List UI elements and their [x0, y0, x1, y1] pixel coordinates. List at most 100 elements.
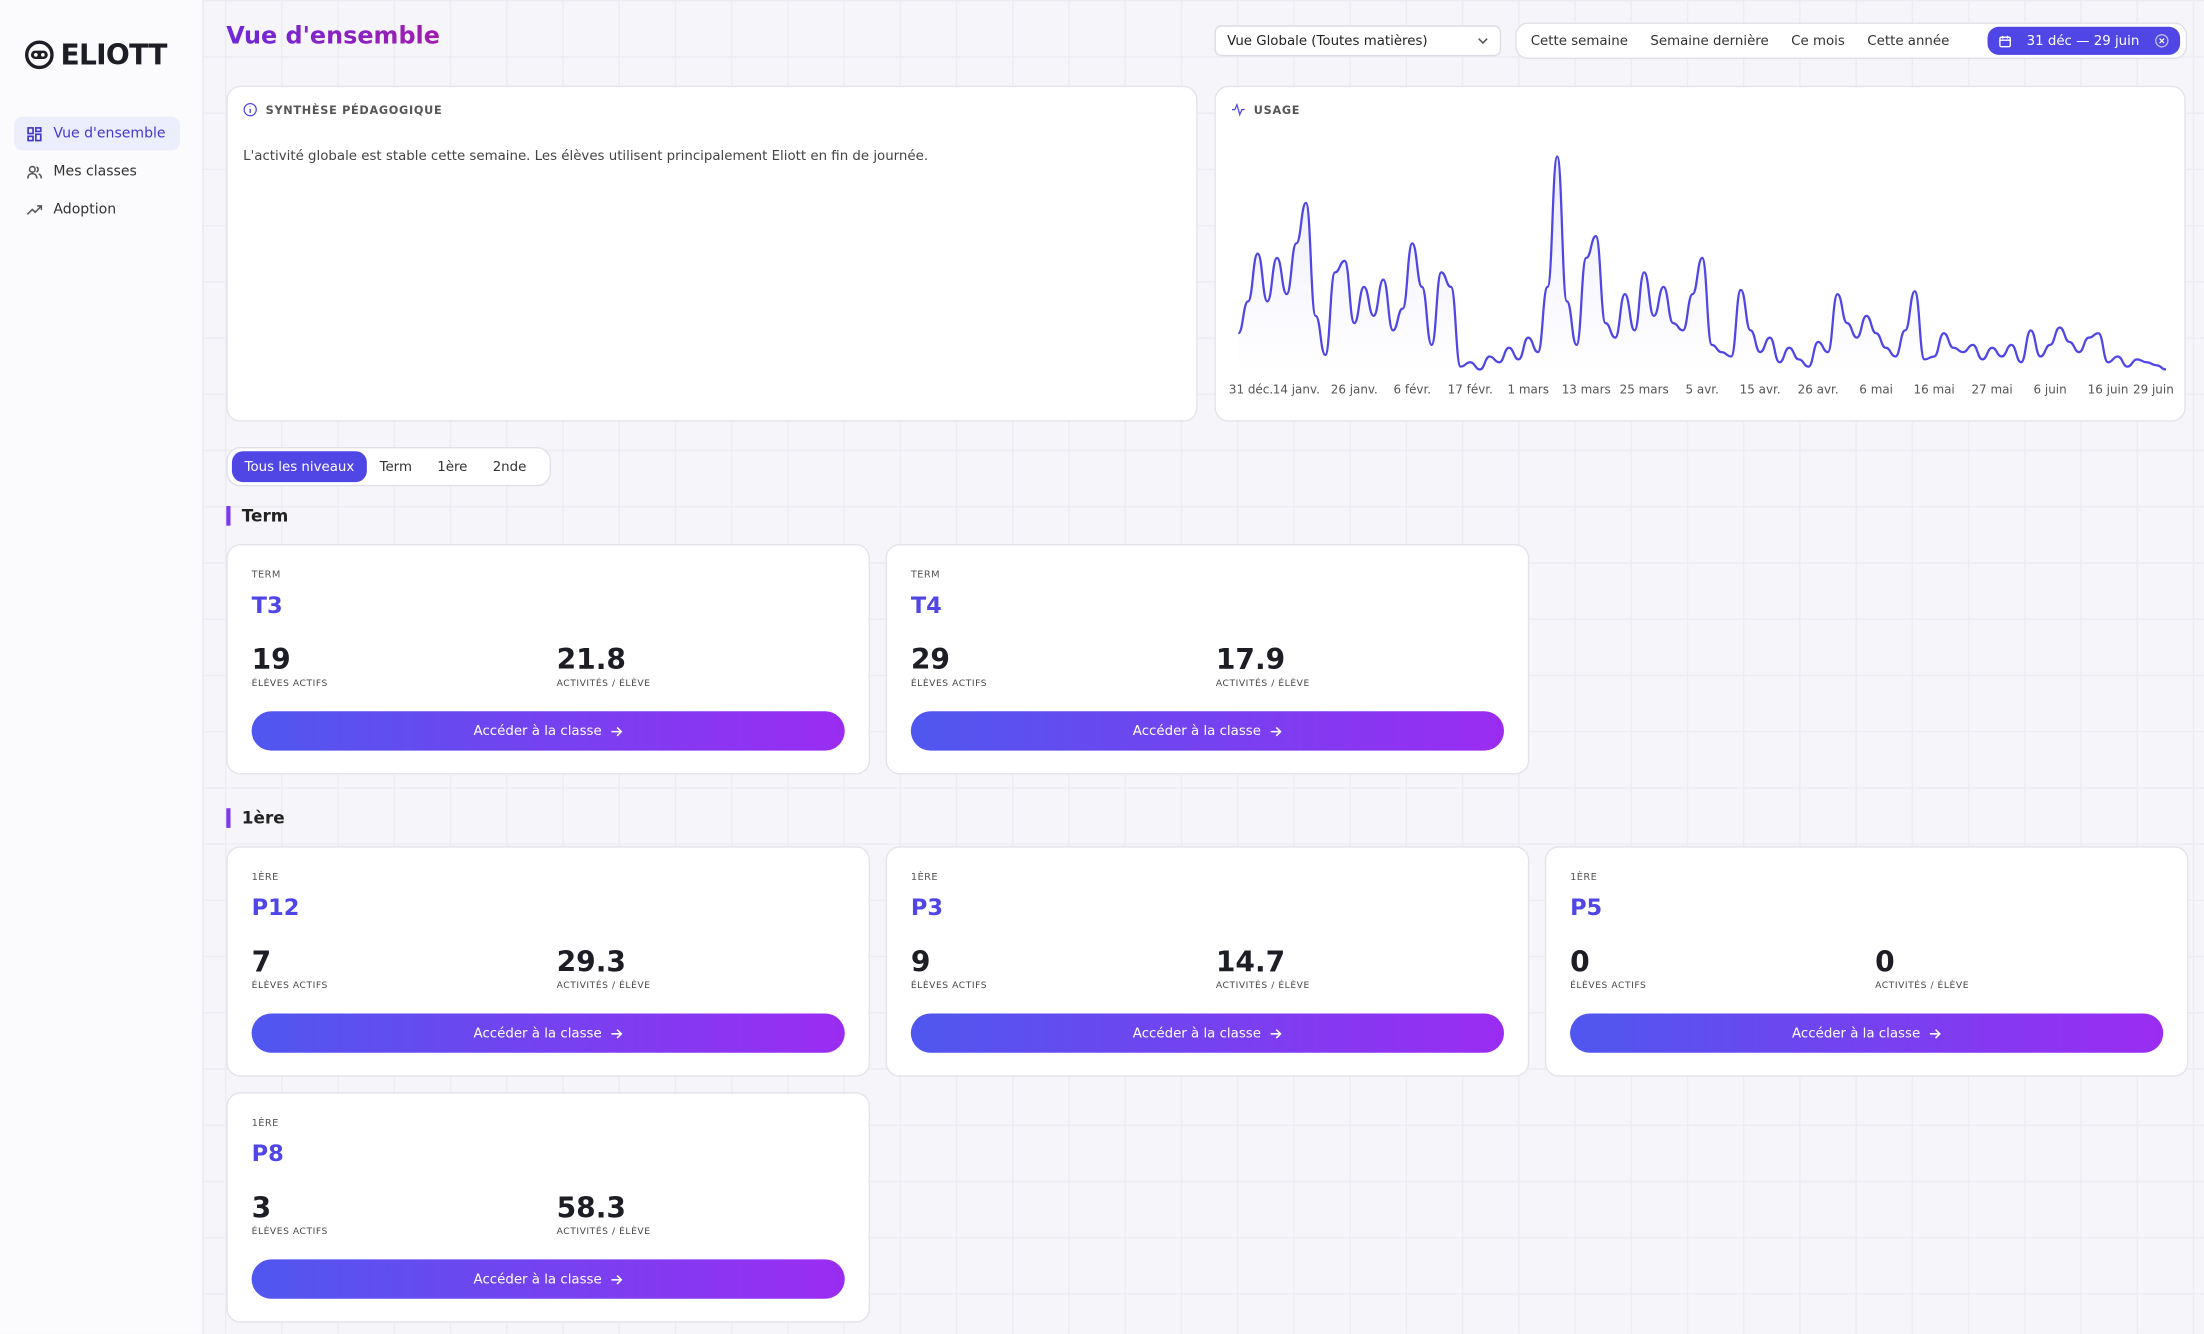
students-value: 19 — [251, 642, 291, 677]
class-button[interactable]: Accéder à la classe — [251, 1013, 845, 1053]
x-tick-label: 26 avr. — [1798, 383, 1839, 397]
nav-item[interactable]: Adoption — [14, 193, 180, 227]
students-label: ÉLÈVES ACTIFS — [1570, 979, 1647, 991]
class-card: TERM T4 29 ÉLÈVES ACTIFS 17.9 ACTIVITÉS / ÉLÈ… — [885, 543, 1530, 775]
synthesis-card: SYNTHÈSE PÉDAGOGIQUE L'activité globale … — [226, 85, 1198, 422]
clear-icon[interactable] — [2155, 34, 2169, 48]
level-option[interactable]: 1ère — [437, 458, 468, 475]
chevron — [1478, 38, 1488, 44]
class-level: 1ÈRE — [1570, 871, 1598, 883]
x-tick-label: 31 déc. — [1229, 383, 1273, 397]
x-tick-label: 27 mai — [1971, 383, 2012, 397]
usage-chart: 31 déc. 14 janv. 26 janv. 6 févr. 17 févr. 1 … — [1229, 155, 2174, 397]
activities-value: 21.8 — [556, 642, 627, 677]
nav-icon — [26, 204, 43, 215]
subject-select[interactable]: Vue Globale (Toutes matières) — [1214, 25, 1502, 57]
x-tick-label: 29 juin — [2133, 383, 2174, 397]
class-name: T4 — [910, 591, 942, 619]
x-tick-label: 15 avr. — [1740, 383, 1781, 397]
logo-icon — [25, 40, 54, 70]
x-tick-label: 6 juin — [2034, 383, 2067, 397]
button-label: Accéder à la classe — [1132, 1025, 1261, 1041]
nav-item[interactable]: Vue d'ensemble — [14, 116, 180, 151]
class-card: 1ÈRE P12 7 ÉLÈVES ACTIFS 29.3 ACTIVITÉS / ÉLÈ… — [226, 846, 871, 1077]
students-value: 29 — [910, 642, 950, 677]
logo-text: ELIOTT — [60, 37, 167, 72]
usage-line — [1237, 155, 2167, 371]
card-title: USAGE — [1231, 102, 1301, 117]
activities-value: 17.9 — [1215, 642, 1286, 677]
class-name: P8 — [251, 1139, 284, 1167]
x-tick-label: 13 mars — [1562, 383, 1611, 397]
activities-value: 14.7 — [1215, 944, 1286, 979]
level-option[interactable]: 2nde — [492, 458, 527, 475]
students-label: ÉLÈVES ACTIFS — [251, 677, 328, 689]
arrow-icon — [611, 1028, 623, 1038]
activities-label: ACTIVITÉS / ÉLÈVE — [1215, 979, 1310, 991]
synthesis-text: L'activité globale est stable cette sema… — [243, 148, 929, 165]
class-card: TERM T3 19 ÉLÈVES ACTIFS 21.8 ACTIVITÉS / ÉLÈ… — [226, 543, 871, 775]
arrow-icon — [611, 1274, 623, 1284]
date-range[interactable]: 31 déc — 29 juin — [1987, 26, 2181, 55]
usage-area — [1238, 156, 2167, 374]
nav-icon — [27, 165, 43, 178]
x-tick-label: 16 mai — [1913, 383, 1954, 397]
x-tick-label: 1 mars — [1508, 383, 1549, 397]
class-name: P5 — [1570, 893, 1603, 921]
level-filter: Tous les niveaux Term 1ère 2nde — [226, 446, 551, 487]
period-option[interactable]: Semaine dernière — [1650, 33, 1769, 49]
button-label: Accéder à la classe — [473, 1025, 602, 1041]
card-title-text: USAGE — [1253, 103, 1301, 116]
class-card: 1ÈRE P8 3 ÉLÈVES ACTIFS 58.3 ACTIVITÉS / ÉLÈV… — [226, 1092, 871, 1323]
class-button[interactable]: Accéder à la classe — [251, 711, 845, 751]
button-label: Accéder à la classe — [473, 1271, 602, 1287]
students-value: 7 — [251, 944, 272, 979]
period-option[interactable]: Ce mois — [1791, 33, 1845, 49]
class-button[interactable]: Accéder à la classe — [1570, 1013, 2164, 1053]
x-tick-label: 26 janv. — [1331, 383, 1378, 397]
nav-label: Adoption — [53, 201, 117, 218]
arrow-icon — [1270, 726, 1282, 736]
x-tick-label: 6 mai — [1859, 383, 1893, 397]
class-name: P12 — [251, 893, 300, 921]
card-title-text: SYNTHÈSE PÉDAGOGIQUE — [265, 103, 443, 116]
students-label: ÉLÈVES ACTIFS — [251, 979, 328, 991]
class-level: 1ÈRE — [251, 871, 279, 883]
x-tick-label: 16 juin — [2088, 383, 2129, 397]
activities-label: ACTIVITÉS / ÉLÈVE — [1215, 677, 1310, 689]
sidebar: ELIOTT Vue d'ensemble Mes classes Adopti… — [0, 0, 204, 1334]
logo: ELIOTT — [24, 38, 167, 72]
x-tick-label: 5 avr. — [1685, 383, 1718, 397]
students-value: 9 — [910, 944, 931, 979]
level-option[interactable]: Tous les niveaux — [231, 451, 367, 483]
activities-value: 58.3 — [556, 1190, 627, 1225]
select-label: Vue Globale (Toutes matières) — [1227, 33, 1428, 49]
activities-label: ACTIVITÉS / ÉLÈVE — [1875, 979, 1970, 991]
students-value: 3 — [251, 1190, 272, 1225]
arrow-icon — [1270, 1028, 1282, 1038]
level-option[interactable]: Term — [379, 458, 412, 475]
period-option[interactable]: Cette année — [1867, 33, 1950, 49]
nav-label: Vue d'ensemble — [53, 125, 166, 142]
nav-item[interactable]: Mes classes — [14, 155, 180, 189]
info-icon — [243, 102, 257, 117]
nav-label: Mes classes — [53, 163, 137, 180]
class-level: 1ÈRE — [910, 871, 939, 883]
class-name: T3 — [251, 591, 283, 619]
activity-icon — [1232, 102, 1245, 117]
activities-label: ACTIVITÉS / ÉLÈVE — [556, 1225, 651, 1237]
class-button[interactable]: Accéder à la classe — [910, 1013, 1505, 1053]
period-option[interactable]: Cette semaine — [1530, 33, 1628, 49]
students-label: ÉLÈVES ACTIFS — [910, 979, 988, 991]
class-card: 1ÈRE P5 0 ÉLÈVES ACTIFS 0 ACTIVITÉS / ÉLÈVE Ac… — [1544, 846, 2189, 1077]
group-heading: Term — [226, 506, 288, 526]
class-button[interactable]: Accéder à la classe — [251, 1259, 845, 1299]
class-name: P3 — [910, 893, 943, 921]
activities-value: 29.3 — [556, 944, 627, 979]
activities-label: ACTIVITÉS / ÉLÈVE — [556, 677, 651, 689]
activities-label: ACTIVITÉS / ÉLÈVE — [556, 979, 651, 991]
x-tick-label: 14 janv. — [1273, 383, 1320, 397]
period-group: Cette semaine Semaine dernière Ce mois C… — [1515, 22, 2188, 60]
class-button[interactable]: Accéder à la classe — [910, 711, 1505, 751]
